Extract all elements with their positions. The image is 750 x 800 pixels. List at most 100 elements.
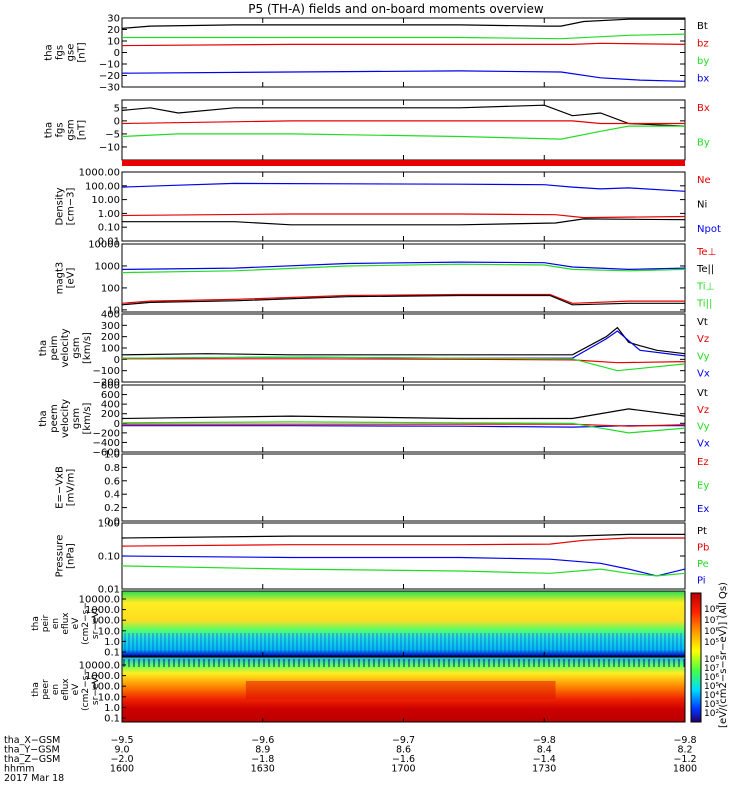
x-axis-value: 9.0: [114, 745, 129, 756]
legend-entry: Ez: [697, 457, 709, 468]
panel-pressure: 1.00 0.10 0.01 Pressure [nPa] Pt Pb Pe Pi: [55, 519, 710, 596]
spectrogram-image: [121, 590, 686, 657]
y-axis-label: [mV/m]: [66, 469, 77, 507]
colorbar-tick-label: 10⁵: [704, 638, 719, 648]
y-tick-label: 10: [107, 37, 120, 48]
series-line-Pt: [121, 533, 685, 539]
y-tick-label: 0.1: [104, 714, 120, 725]
y-axis-label: [km/s]: [82, 332, 93, 364]
y-tick-label: −5: [105, 129, 120, 140]
y-tick-label: 0: [114, 355, 120, 366]
legend-entry: bx: [697, 73, 709, 84]
y-tick-label: 0.1: [104, 648, 120, 659]
x-axis-value: 1730: [532, 764, 556, 775]
series-line-Ne: [121, 213, 686, 219]
legend-entry: Vx: [697, 368, 710, 379]
legend-entry: Vt: [697, 317, 708, 328]
series-line-Vt: [121, 408, 686, 420]
y-axis-label: sr−eV): [91, 674, 101, 705]
y-tick-label: 10000.0: [79, 595, 120, 606]
legend-entry: Bt: [697, 21, 708, 32]
y-axis-label: velocity: [60, 399, 71, 438]
y-tick-label: 0: [114, 419, 120, 430]
y-axis-label: tha: [44, 44, 55, 60]
colorbar-tick-label: 10⁷: [704, 664, 719, 674]
y-tick-label: 1000.0: [85, 671, 120, 682]
series-line-Pi: [121, 555, 686, 577]
y-tick-label: 10.00: [91, 195, 120, 206]
legend-entry: Pi: [697, 576, 706, 587]
legend-entry: Ey: [697, 481, 709, 492]
y-tick-label: 1.00: [98, 519, 120, 530]
legend-entry: Bx: [697, 103, 710, 114]
y-axis-label: en: [51, 684, 61, 695]
y-tick-label: 0.2: [104, 503, 120, 514]
legend-entry: Vt: [697, 388, 708, 399]
colorbar-label: [eV/(cm2−s−sr−eV)] (All Qs): [718, 582, 729, 728]
legend-entry: Ne: [697, 175, 711, 186]
colorbar-tick-label: 10⁵: [704, 682, 719, 692]
y-tick-label: 100.0: [91, 682, 120, 693]
legend-entry: bz: [697, 38, 709, 49]
y-tick-label: −200: [93, 378, 120, 389]
y-tick-label: 10.0: [98, 626, 120, 637]
y-tick-label: 1.00: [98, 209, 120, 220]
y-axis-label: gse: [66, 44, 77, 62]
series-line-Bx: [121, 104, 686, 127]
series-line-by: [122, 33, 686, 40]
figure-title: P5 (TH-A) fields and on-board moments ov…: [248, 2, 544, 16]
y-axis-label: fgs: [55, 122, 66, 137]
x-axis-value: 1800: [673, 764, 697, 775]
y-axis-label: gsm: [71, 337, 82, 358]
y-tick-label: −600: [93, 448, 120, 459]
series-line-Pe: [121, 565, 686, 577]
y-axis-label: peir: [41, 614, 51, 632]
y-tick-label: 0.6: [104, 476, 120, 487]
x-axis-value: 8.2: [677, 745, 692, 756]
x-axis-value: −9.8: [673, 735, 696, 746]
legend-entry: Vz: [697, 334, 709, 345]
legend-entry: Ti⊥: [696, 281, 714, 292]
y-tick-label: 100.0: [91, 616, 120, 627]
series-line-Bz: [121, 125, 685, 140]
x-axis-date: 2017 Mar 18: [4, 773, 64, 784]
colorbar-tick-label: 10³: [704, 700, 719, 710]
colorbar-tick-label: 10⁶: [704, 627, 719, 637]
y-tick-label: −400: [93, 438, 120, 449]
legend-entry: Te||: [696, 264, 714, 275]
series-line-bx: [121, 70, 686, 82]
colorbar-tick-label: 10⁸: [704, 605, 719, 615]
y-axis-label: [eV]: [66, 268, 77, 289]
y-axis-label: [cm−3]: [66, 188, 77, 226]
y-axis-label: E=−VxB: [55, 466, 66, 509]
y-axis-label: Density: [55, 187, 66, 225]
y-tick-label: 0.01: [98, 585, 120, 596]
y-tick-label: 1.0: [104, 703, 120, 714]
y-tick-label: 1.0: [104, 450, 120, 461]
series-line-Vt: [121, 326, 686, 356]
x-axis-value: 1700: [391, 764, 415, 775]
y-tick-label: −200: [93, 428, 120, 439]
x-axis-value: −2.0: [110, 754, 133, 765]
panel-frame: [121, 313, 686, 383]
x-axis-value: −1.2: [673, 754, 696, 765]
series-line-Te||: [121, 294, 685, 306]
y-axis-label: magt3: [55, 262, 66, 295]
panel-frame: [121, 384, 686, 453]
y-tick-label: 0.10: [98, 223, 120, 234]
legend-entry: Npot: [697, 224, 721, 235]
y-tick-label: 20: [107, 25, 120, 36]
x-axis-labels: tha_X−GSM −9.5 −9.6 −9.7 −9.8 −9.8 tha_Y−GSM 9.…: [4, 735, 697, 784]
panel-frame: [121, 17, 686, 88]
x-axis-value: −1.4: [533, 754, 556, 765]
series-line-Vz: [122, 423, 686, 427]
y-tick-label: 200: [101, 409, 120, 420]
legend-entry: Te⊥: [696, 247, 716, 258]
x-axis-value: −9.8: [533, 735, 556, 746]
